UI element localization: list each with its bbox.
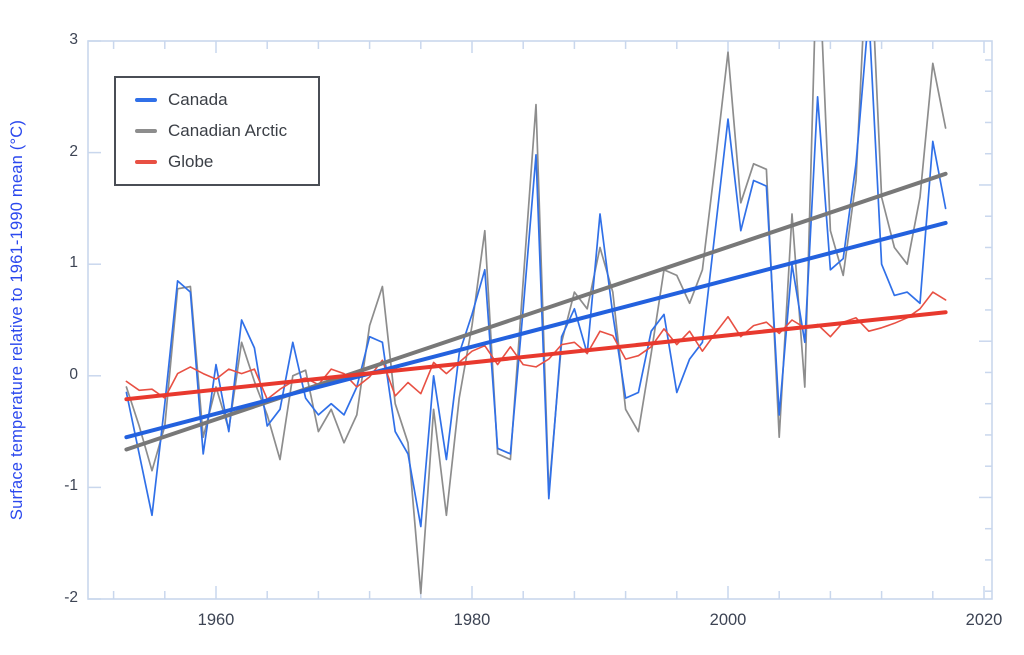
y-tick-label: 1	[69, 254, 78, 272]
canada-line-swatch-icon	[135, 98, 157, 102]
y-tick-label: 0	[69, 365, 78, 383]
legend-item-canadian-arctic[interactable]: Canadian Arctic	[135, 120, 318, 142]
legend: Canada Canadian Arctic Globe	[114, 76, 320, 186]
legend-item-globe[interactable]: Globe	[135, 151, 318, 173]
x-tick-label: 2000	[709, 611, 747, 629]
y-tick-label: 3	[69, 31, 78, 48]
legend-label-canadian-arctic: Canadian Arctic	[168, 121, 288, 140]
y-tick-label: 2	[69, 142, 78, 160]
globe-line-swatch-icon	[135, 160, 157, 164]
legend-label-globe: Globe	[168, 152, 214, 171]
legend-item-canada[interactable]: Canada	[135, 89, 318, 111]
globe-trend-line	[124, 310, 948, 402]
y-tick-label: -2	[64, 589, 78, 606]
x-tick-label: 1980	[453, 611, 491, 629]
y-axis-title: Surface temperature relative to 1961-199…	[8, 119, 26, 521]
x-tick-label: 1960	[197, 611, 235, 629]
canadian-arctic-trend-line	[124, 171, 948, 452]
globe-line	[125, 291, 947, 401]
plot-border	[87, 40, 993, 600]
legend-label-canada: Canada	[168, 90, 228, 109]
x-tick-label: 2020	[965, 611, 1003, 629]
canadian-arctic-line-swatch-icon	[135, 129, 157, 133]
canada-trend-line	[124, 220, 948, 440]
y-tick-label: -1	[64, 477, 78, 495]
